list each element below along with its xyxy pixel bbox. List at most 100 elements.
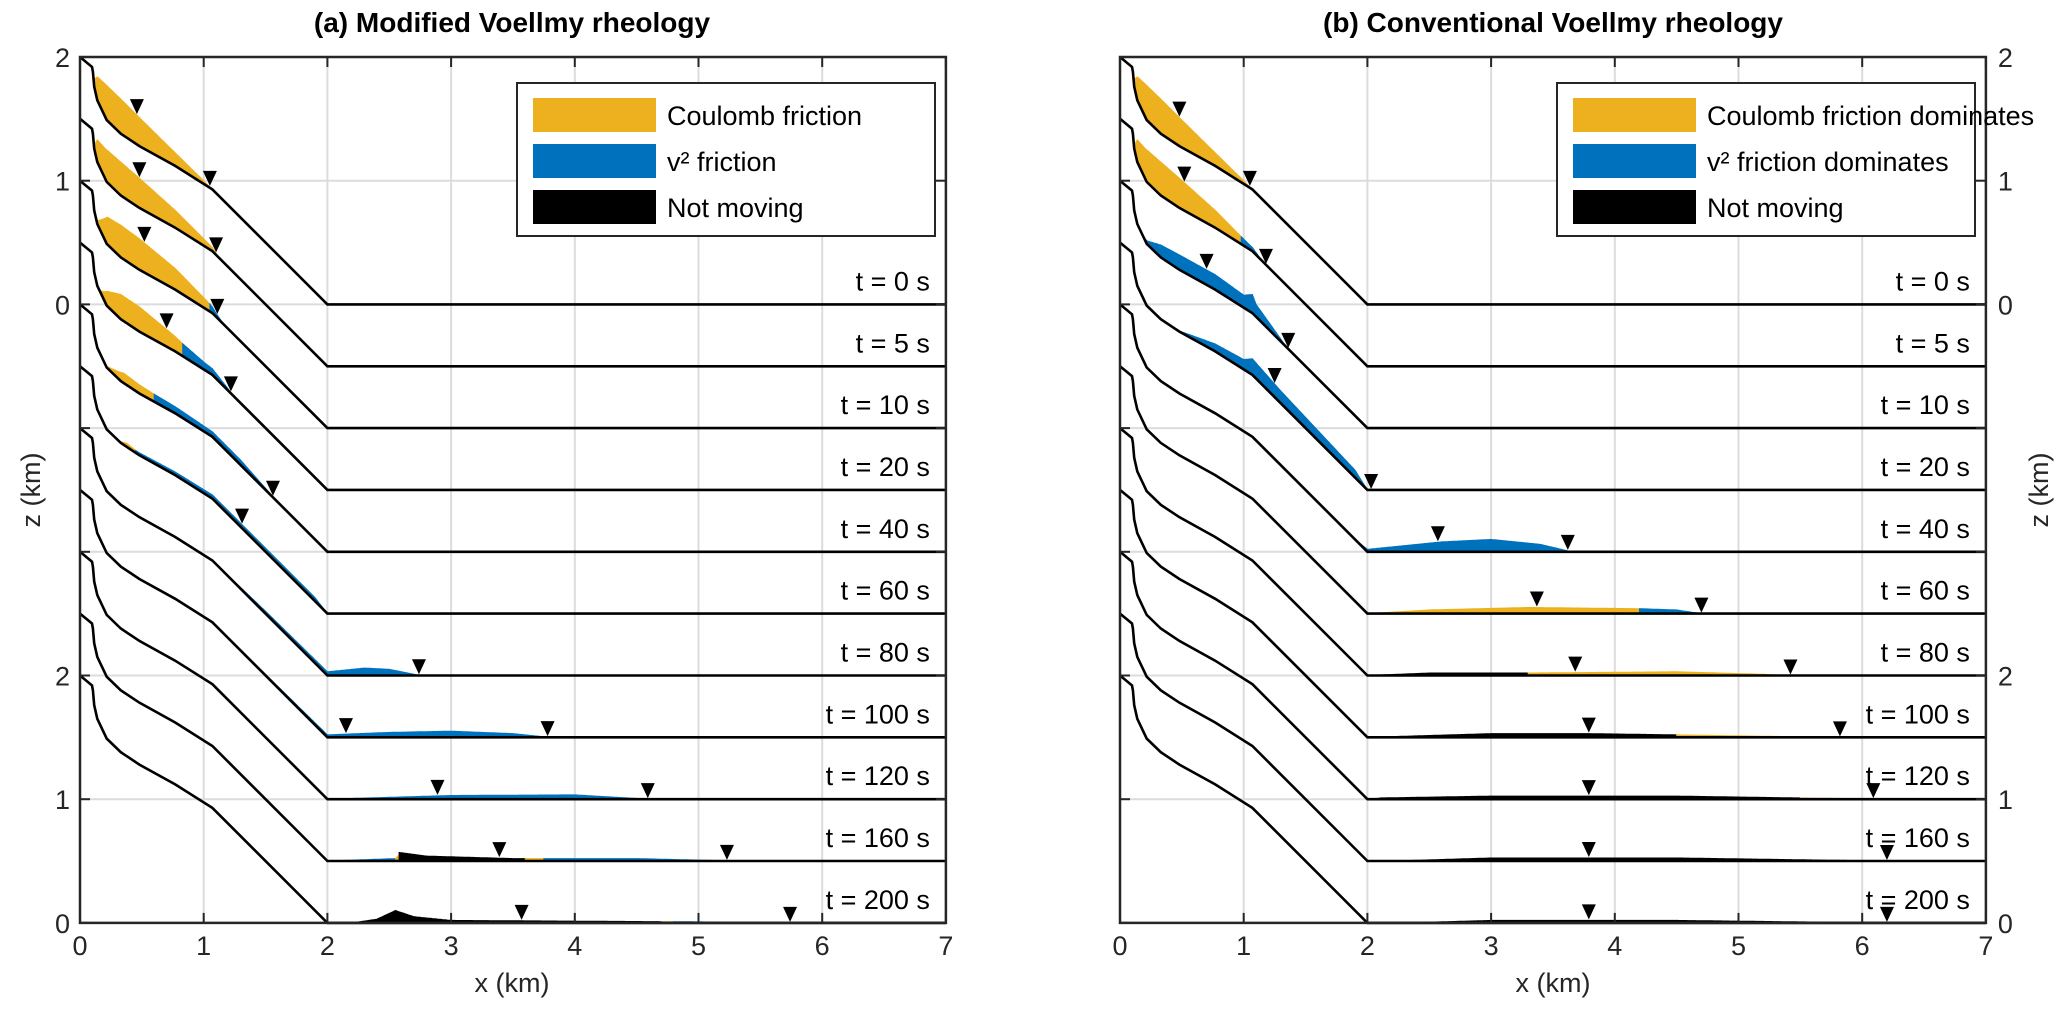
bed-profile-line [1119,427,1986,677]
flow-v2-area [215,563,421,676]
flow-front-marker [1694,597,1709,613]
time-label: t = 120 s [1866,761,1970,791]
profile-t60s: t = 60 s [1119,365,1986,615]
flow-front-marker [265,480,280,496]
flow-front-marker [1258,248,1273,264]
x-tick-label: 5 [1731,931,1746,961]
time-label: t = 40 s [1881,514,1970,544]
flow-stopped-area [352,909,662,924]
time-label: t = 10 s [841,390,930,420]
time-label: t = 80 s [1881,638,1970,668]
x-tick-label: 2 [320,931,335,961]
x-tick-label: 5 [691,931,706,961]
flow-front-marker [137,226,152,242]
y-tick-label: 1 [1998,167,2013,197]
bed-profile-line [1119,117,1986,368]
x-tick-label: 6 [1855,931,1870,961]
panel-b-ylabel: z (km) [2024,453,2054,528]
bed-profile-line [79,179,946,430]
time-label: t = 20 s [1881,452,1970,482]
flow-v2-area [215,625,551,738]
time-label: t = 160 s [826,823,930,853]
flow-front-marker [1172,101,1187,117]
y-tick-label: 2 [1998,43,2013,73]
bed-profile-line [79,303,946,554]
bed-profile-line [79,612,946,863]
y-tick-label: 0 [55,909,70,939]
flow-front-marker [1242,170,1257,186]
flow-front-marker [1281,332,1296,348]
x-tick-label: 4 [1607,931,1622,961]
panel-b: (b) Conventional Voellmy rheology x (km)… [1112,7,2054,998]
flow-front-marker [338,718,353,734]
time-label: t = 5 s [1896,328,1970,358]
legend-label: v² friction dominates [1707,147,1949,177]
profile-t100s: t = 100 s [79,488,946,739]
time-label: t = 100 s [1866,699,1970,729]
y-tick-label: 2 [1998,662,2013,692]
bed-profile-line [79,427,946,677]
y-tick-label: 0 [1998,909,2013,939]
bed-profile-line [1119,550,1986,801]
legend-swatch-v2 [533,144,656,178]
profile-t5s: t = 5 s [1119,117,1986,368]
legend: Coulomb friction v² friction Not moving [516,82,936,237]
flow-front-marker [1267,367,1282,383]
profile-t120s: t = 120 s [1119,550,1986,801]
flow-front-marker [1879,845,1894,861]
x-tick-label: 1 [1236,931,1251,961]
flow-coulomb-area [104,363,155,403]
flow-front-marker [1879,906,1894,922]
panel-a-xlabel: x (km) [475,968,550,998]
x-tick-label: 4 [567,931,582,961]
y-tick-label: 1 [55,785,70,815]
bed-profile-line [79,674,946,925]
bed-profile-line [79,365,946,615]
bed-profile-line [79,488,946,739]
bed-profile-line [1119,179,1986,430]
time-label: t = 200 s [826,885,930,915]
panel-a-title: (a) Modified Voellmy rheology [314,7,711,38]
bed-profile-line [1119,303,1986,554]
flow-front-marker [1783,659,1798,675]
flow-front-marker [1581,904,1596,920]
panel-b-xlabel: x (km) [1516,968,1591,998]
flow-front-marker [129,99,144,115]
profile-t40s: t = 40 s [1119,303,1986,554]
time-label: t = 20 s [841,452,930,482]
profile-t0s: t = 0 s [1119,55,1986,306]
legend-label: v² friction [667,147,777,177]
time-label: t = 120 s [826,761,930,791]
y-tick-label: 2 [55,662,70,692]
time-label: t = 160 s [1866,823,1970,853]
legend-label: Not moving [667,193,804,223]
profile-t5s: t = 5 s [79,117,946,368]
x-tick-label: 3 [444,931,459,961]
bed-profile-line [1119,241,1986,492]
profile-t20s: t = 20 s [1119,241,1986,492]
flow-coulomb-area [98,290,184,357]
flow-front-marker [1560,534,1575,550]
bed-profile-line [1119,488,1986,739]
legend-swatch-coulomb [1573,98,1696,132]
time-label: t = 100 s [826,699,930,729]
legend-swatch-coulomb [533,98,656,132]
profile-t20s: t = 20 s [79,241,946,492]
profile-t160s: t = 160 s [79,612,946,863]
x-tick-label: 0 [1112,931,1127,961]
x-tick-label: 7 [938,931,953,961]
legend: Coulomb friction dominates v² friction do… [1556,82,2034,237]
x-tick-label: 2 [1360,931,1375,961]
flow-front-marker [1529,591,1544,607]
time-label: t = 60 s [841,576,930,606]
flow-v2-area [1354,538,1572,553]
time-label: t = 5 s [856,328,930,358]
flow-front-marker [492,842,507,858]
time-label: t = 0 s [856,266,930,296]
time-label: t = 40 s [841,514,930,544]
legend-swatch-stopped [533,190,656,224]
flow-front-marker [1364,473,1379,489]
legend-swatch-v2 [1573,144,1696,178]
profile-t80s: t = 80 s [1119,427,1986,677]
flow-front-marker [1866,783,1881,799]
